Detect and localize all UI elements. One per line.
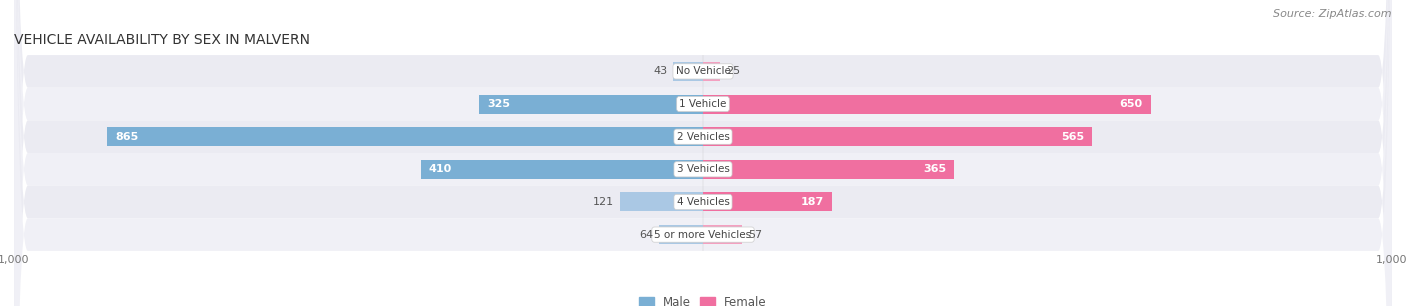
Bar bbox=[703, 160, 955, 179]
Text: 121: 121 bbox=[593, 197, 614, 207]
Text: 565: 565 bbox=[1062, 132, 1084, 142]
FancyBboxPatch shape bbox=[14, 0, 1392, 306]
Text: No Vehicle: No Vehicle bbox=[675, 66, 731, 76]
Bar bbox=[703, 225, 742, 244]
Text: 365: 365 bbox=[924, 164, 946, 174]
Text: 410: 410 bbox=[429, 164, 453, 174]
Text: 1 Vehicle: 1 Vehicle bbox=[679, 99, 727, 109]
Bar bbox=[620, 192, 703, 211]
Bar bbox=[703, 95, 1152, 114]
Text: 187: 187 bbox=[800, 197, 824, 207]
Text: 4 Vehicles: 4 Vehicles bbox=[676, 197, 730, 207]
FancyBboxPatch shape bbox=[14, 0, 1392, 306]
Bar bbox=[479, 95, 703, 114]
FancyBboxPatch shape bbox=[14, 0, 1392, 306]
Text: 650: 650 bbox=[1119, 99, 1143, 109]
FancyBboxPatch shape bbox=[14, 0, 1392, 306]
Text: 57: 57 bbox=[748, 230, 762, 240]
Text: VEHICLE AVAILABILITY BY SEX IN MALVERN: VEHICLE AVAILABILITY BY SEX IN MALVERN bbox=[14, 33, 311, 47]
Bar bbox=[703, 127, 1092, 146]
Text: 865: 865 bbox=[115, 132, 139, 142]
Text: 25: 25 bbox=[725, 66, 740, 76]
FancyBboxPatch shape bbox=[14, 0, 1392, 306]
Text: 325: 325 bbox=[488, 99, 510, 109]
Bar bbox=[673, 62, 703, 81]
Bar bbox=[420, 160, 703, 179]
Text: Source: ZipAtlas.com: Source: ZipAtlas.com bbox=[1274, 9, 1392, 19]
Text: 43: 43 bbox=[654, 66, 668, 76]
Text: 5 or more Vehicles: 5 or more Vehicles bbox=[654, 230, 752, 240]
Bar bbox=[703, 62, 720, 81]
Text: 2 Vehicles: 2 Vehicles bbox=[676, 132, 730, 142]
FancyBboxPatch shape bbox=[14, 0, 1392, 306]
Text: 3 Vehicles: 3 Vehicles bbox=[676, 164, 730, 174]
Text: 64: 64 bbox=[640, 230, 654, 240]
Bar bbox=[703, 192, 832, 211]
Legend: Male, Female: Male, Female bbox=[634, 291, 772, 306]
Bar bbox=[659, 225, 703, 244]
Bar bbox=[107, 127, 703, 146]
